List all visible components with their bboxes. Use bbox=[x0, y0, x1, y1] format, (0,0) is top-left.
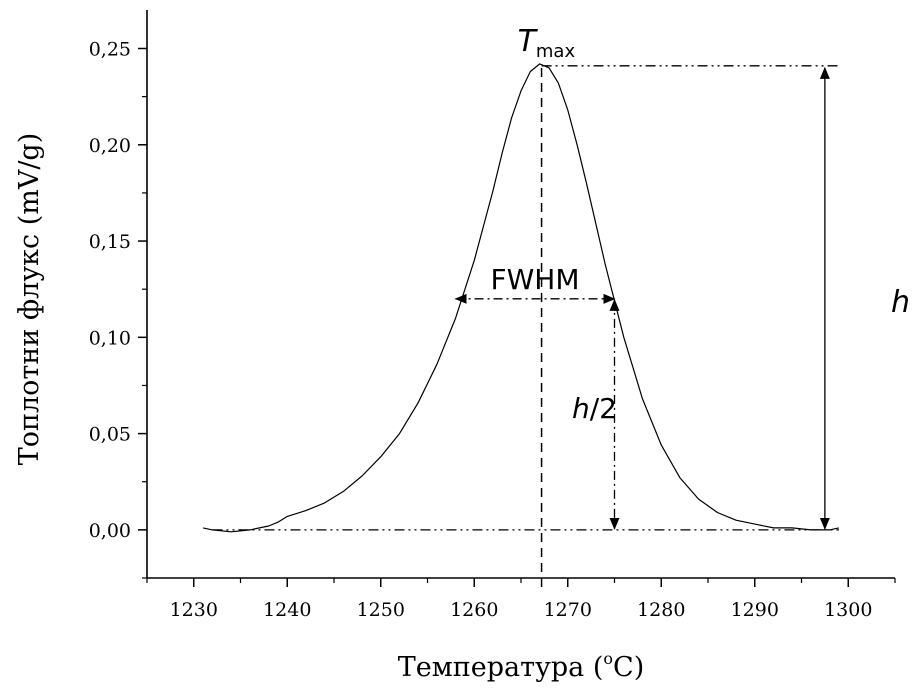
x-tick-label: 1250 bbox=[357, 599, 405, 621]
half-height-label: h/2 bbox=[572, 392, 617, 425]
y-tick-label: 0,05 bbox=[89, 424, 131, 446]
axes: 1230 1240 1250 1260 1270 1280 1290 1300 0,000,0… bbox=[89, 10, 896, 621]
x-tick-label: 1260 bbox=[450, 599, 498, 621]
x-tick-label: 1280 bbox=[637, 599, 685, 621]
x-axis-title-superscript: o bbox=[603, 649, 613, 668]
x-tick-label: 1270 bbox=[544, 599, 592, 621]
x-tick-label: 1290 bbox=[731, 599, 779, 621]
x-ticks: 1230 1240 1250 1260 1270 1280 1290 1300 bbox=[146, 578, 896, 621]
tmax-label: Tmax bbox=[518, 24, 576, 62]
tmax-label-subscript: max bbox=[536, 41, 576, 62]
x-tick-label: 1300 bbox=[824, 599, 872, 621]
x-tick-label: 1230 bbox=[170, 599, 218, 621]
plot-area bbox=[202, 63, 840, 533]
series-line bbox=[202, 63, 840, 533]
x-axis-title-main: Температура ( bbox=[398, 652, 604, 683]
y-tick-label: 0,00 bbox=[89, 520, 131, 542]
x-axis-title-unit: C) bbox=[613, 652, 644, 683]
y-tick-label: 0,25 bbox=[89, 39, 131, 61]
x-axis-title: Температура (oC) bbox=[398, 649, 645, 683]
half-height-label-var: h bbox=[572, 392, 590, 425]
y-tick-label: 0,20 bbox=[89, 135, 131, 157]
fwhm-label: FWHM bbox=[491, 263, 580, 296]
x-tick-label: 1240 bbox=[263, 599, 311, 621]
height-label: h bbox=[891, 285, 910, 320]
y-tick-label: 0,15 bbox=[89, 231, 131, 253]
half-height-label-rest: /2 bbox=[590, 392, 617, 425]
y-axis-title: Топлотни флукс (mV/g) bbox=[14, 133, 45, 465]
y-tick-label: 0,10 bbox=[89, 327, 131, 349]
tmax-label-symbol: T bbox=[518, 24, 539, 59]
y-ticks: 0,00 0,05 0,10 0,15 0,20 0,25 bbox=[89, 39, 147, 579]
